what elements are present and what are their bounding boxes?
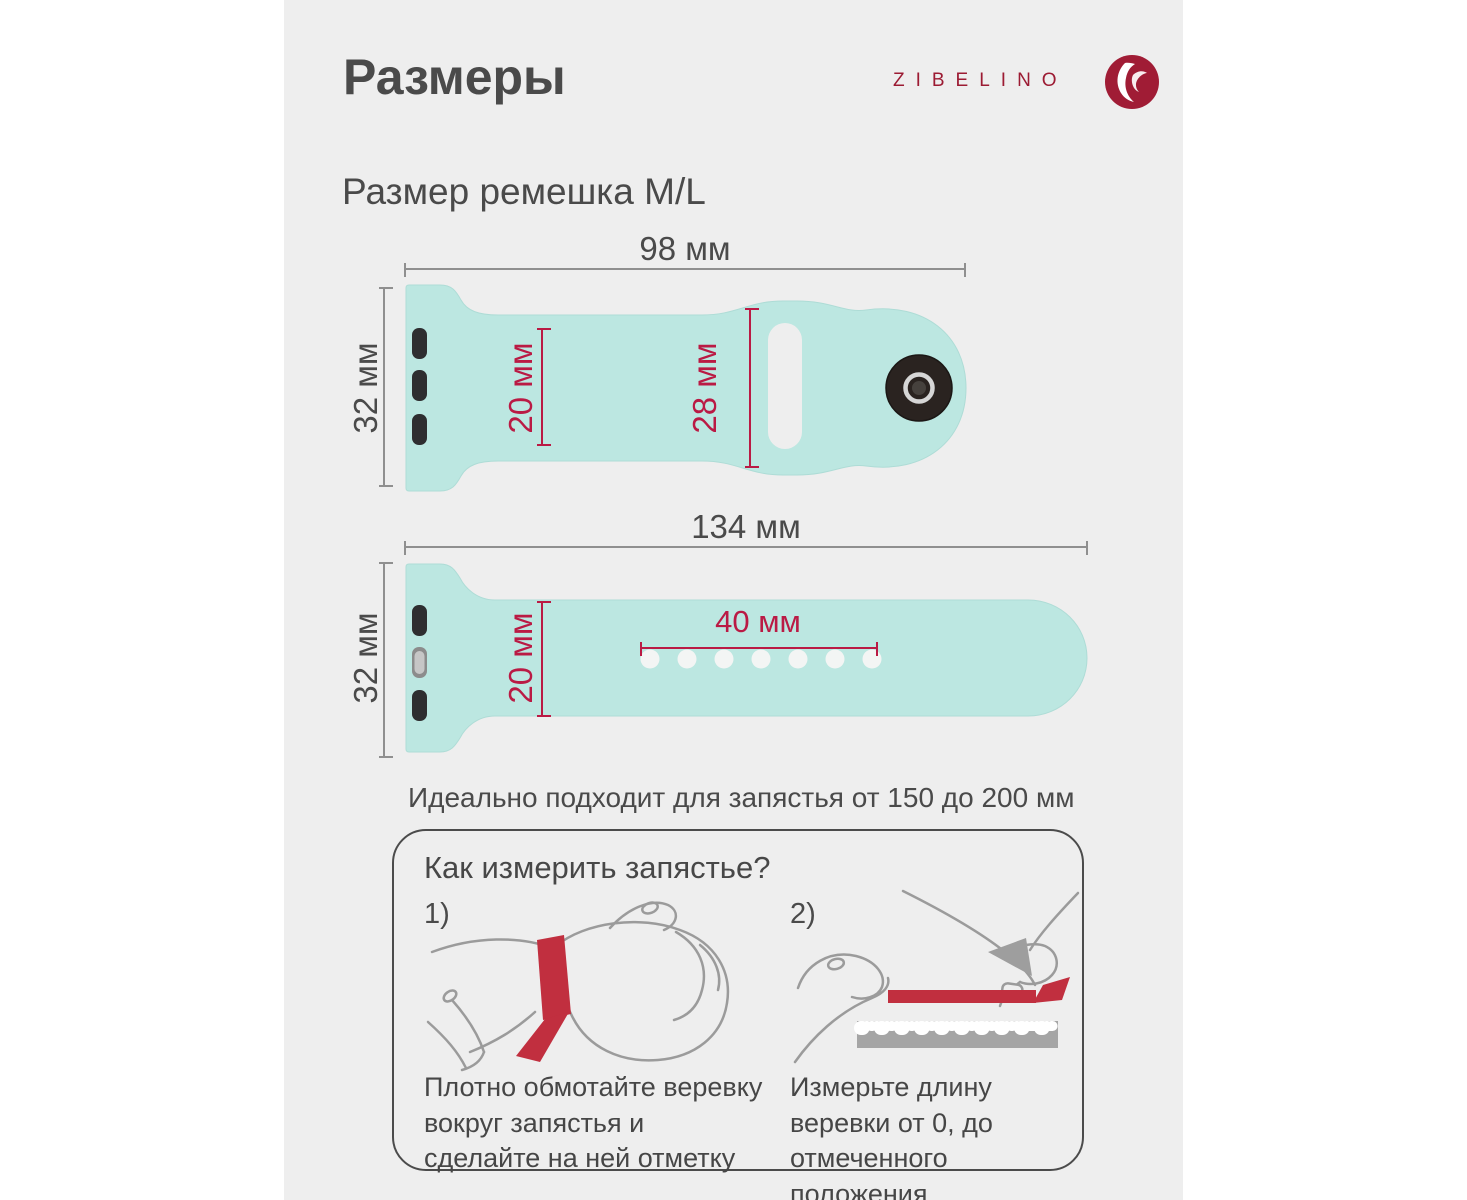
- step-2-number: 2): [790, 898, 816, 930]
- step-1-number: 1): [424, 898, 450, 930]
- dim-line-40mm: [640, 642, 878, 656]
- dim-label-32mm-top: 32 мм: [347, 342, 384, 434]
- brand-logo-text: ZIBELINO: [893, 70, 1068, 91]
- dim-line-28mm: [745, 308, 759, 468]
- dim-label-98mm: 98 мм: [639, 230, 731, 267]
- how-to-title: Как измерить запястье?: [424, 850, 771, 885]
- fit-note: Идеально подходит для запястья от 150 до…: [408, 782, 1075, 813]
- dim-label-32mm-bottom: 32 мм: [347, 612, 384, 704]
- dim-line-20mm-top: [537, 328, 551, 446]
- dim-label-40mm: 40 мм: [715, 604, 801, 639]
- zibelino-logo-icon: [1105, 55, 1159, 109]
- strap-size-subtitle: Размер ремешка M/L: [342, 171, 706, 212]
- dim-line-20mm-bottom: [537, 601, 551, 717]
- dim-line-32mm-top: [379, 287, 393, 487]
- dim-line-32mm-bottom: [379, 562, 393, 758]
- page-title: Размеры: [343, 49, 566, 105]
- dim-line-98mm: [404, 263, 966, 277]
- dim-line-134mm: [404, 541, 1088, 555]
- dim-label-20mm-bottom: 20 мм: [502, 612, 539, 704]
- dim-label-28mm: 28 мм: [686, 342, 723, 434]
- dim-label-20mm-top: 20 мм: [502, 342, 539, 434]
- how-to-measure-box: [392, 829, 1084, 1171]
- step-1-caption: Плотно обмотайте веревку вокруг запястья…: [424, 1072, 763, 1174]
- step-2-caption: Измерьте длину веревки от 0, до отмеченн…: [790, 1072, 993, 1200]
- dim-label-134mm: 134 мм: [691, 508, 801, 545]
